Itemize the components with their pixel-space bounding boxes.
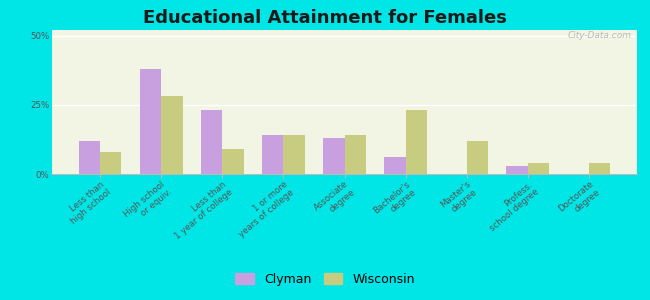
Bar <box>506 166 528 174</box>
Bar <box>323 138 345 174</box>
Bar <box>262 135 283 174</box>
Bar <box>140 69 161 174</box>
Text: Educational Attainment for Females: Educational Attainment for Females <box>143 9 507 27</box>
Bar <box>467 141 488 174</box>
Bar <box>589 163 610 174</box>
Text: City-Data.com: City-Data.com <box>567 32 631 40</box>
Bar <box>201 110 222 174</box>
Bar <box>384 158 406 174</box>
Bar <box>283 135 305 174</box>
Bar <box>100 152 122 174</box>
Bar <box>79 141 100 174</box>
Bar <box>161 97 183 174</box>
Bar <box>222 149 244 174</box>
Legend: Clyman, Wisconsin: Clyman, Wisconsin <box>230 268 420 291</box>
Bar <box>344 135 366 174</box>
Bar <box>528 163 549 174</box>
Bar <box>406 110 427 174</box>
